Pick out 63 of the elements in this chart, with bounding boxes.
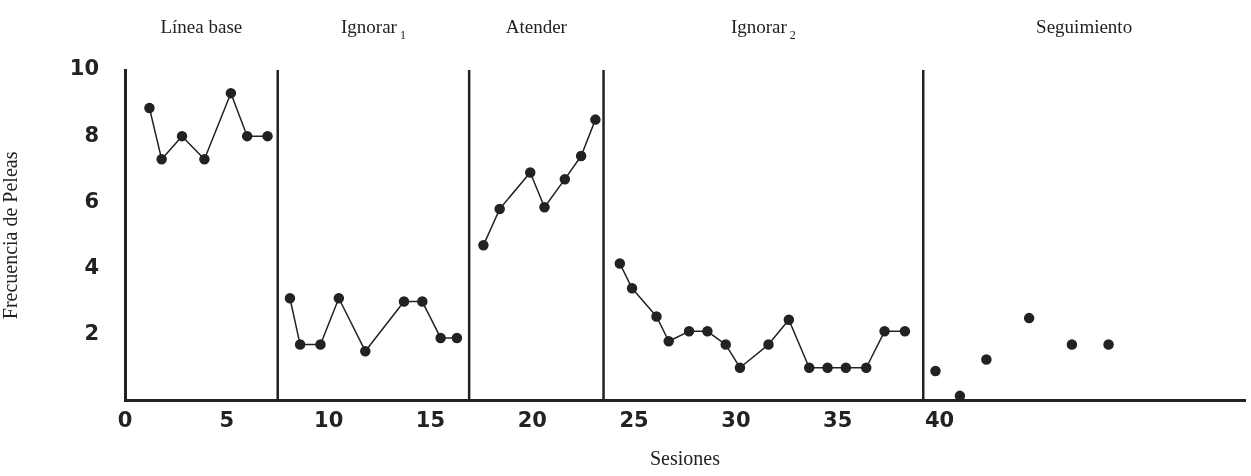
point xyxy=(1103,339,1114,350)
point xyxy=(451,332,463,344)
point xyxy=(720,339,731,350)
y-axis-title: Frecuencia de Peleas xyxy=(0,151,22,320)
point xyxy=(478,240,489,251)
point xyxy=(683,326,695,337)
point xyxy=(590,114,601,125)
point xyxy=(930,365,941,377)
point xyxy=(575,150,587,162)
y-tick-label: 10 xyxy=(69,56,99,81)
x-tick-label: 15 xyxy=(415,407,446,432)
point xyxy=(539,202,550,213)
point xyxy=(176,130,188,142)
point xyxy=(417,296,428,307)
point xyxy=(144,102,155,114)
x-tick-label: 5 xyxy=(219,407,235,432)
point xyxy=(860,362,872,373)
point xyxy=(524,167,536,178)
point xyxy=(626,283,638,294)
point xyxy=(199,154,210,165)
y-tick-label: 2 xyxy=(84,321,99,346)
point xyxy=(398,296,410,307)
point xyxy=(840,362,852,373)
point xyxy=(899,326,911,337)
point xyxy=(262,130,273,142)
x-axis-title: Sesiones xyxy=(650,447,721,470)
point xyxy=(225,87,237,99)
point xyxy=(1023,312,1035,324)
point xyxy=(614,258,626,269)
point xyxy=(333,293,345,304)
point xyxy=(663,336,674,347)
point xyxy=(435,332,446,344)
x-tick-label: 10 xyxy=(314,407,344,432)
x-tick-label: 25 xyxy=(619,407,649,432)
point xyxy=(822,362,833,373)
point xyxy=(360,345,371,357)
point xyxy=(1066,339,1078,350)
x-tick-label: 0 xyxy=(117,407,133,432)
point xyxy=(783,314,795,325)
point xyxy=(241,130,253,142)
y-tick-label: 6 xyxy=(84,188,99,213)
y-tick-label: 8 xyxy=(84,122,99,147)
point xyxy=(702,326,713,337)
text: Línea base xyxy=(160,16,243,37)
point xyxy=(315,339,326,350)
point xyxy=(981,354,992,365)
point xyxy=(156,154,167,165)
x-tick-label: 35 xyxy=(823,407,853,432)
x-tick-label: 40 xyxy=(924,407,955,432)
point xyxy=(651,311,662,322)
x-tick-label: 30 xyxy=(721,407,751,432)
point xyxy=(734,362,746,373)
x-tick-label: 20 xyxy=(517,407,547,432)
point xyxy=(559,173,571,185)
text: Seguimiento xyxy=(1036,16,1133,37)
point xyxy=(294,339,306,350)
point xyxy=(763,339,774,350)
text: Atender xyxy=(505,16,568,37)
y-tick-label: 4 xyxy=(84,254,99,279)
point xyxy=(284,293,296,304)
point xyxy=(494,203,505,215)
point xyxy=(879,326,890,337)
point xyxy=(803,362,815,373)
